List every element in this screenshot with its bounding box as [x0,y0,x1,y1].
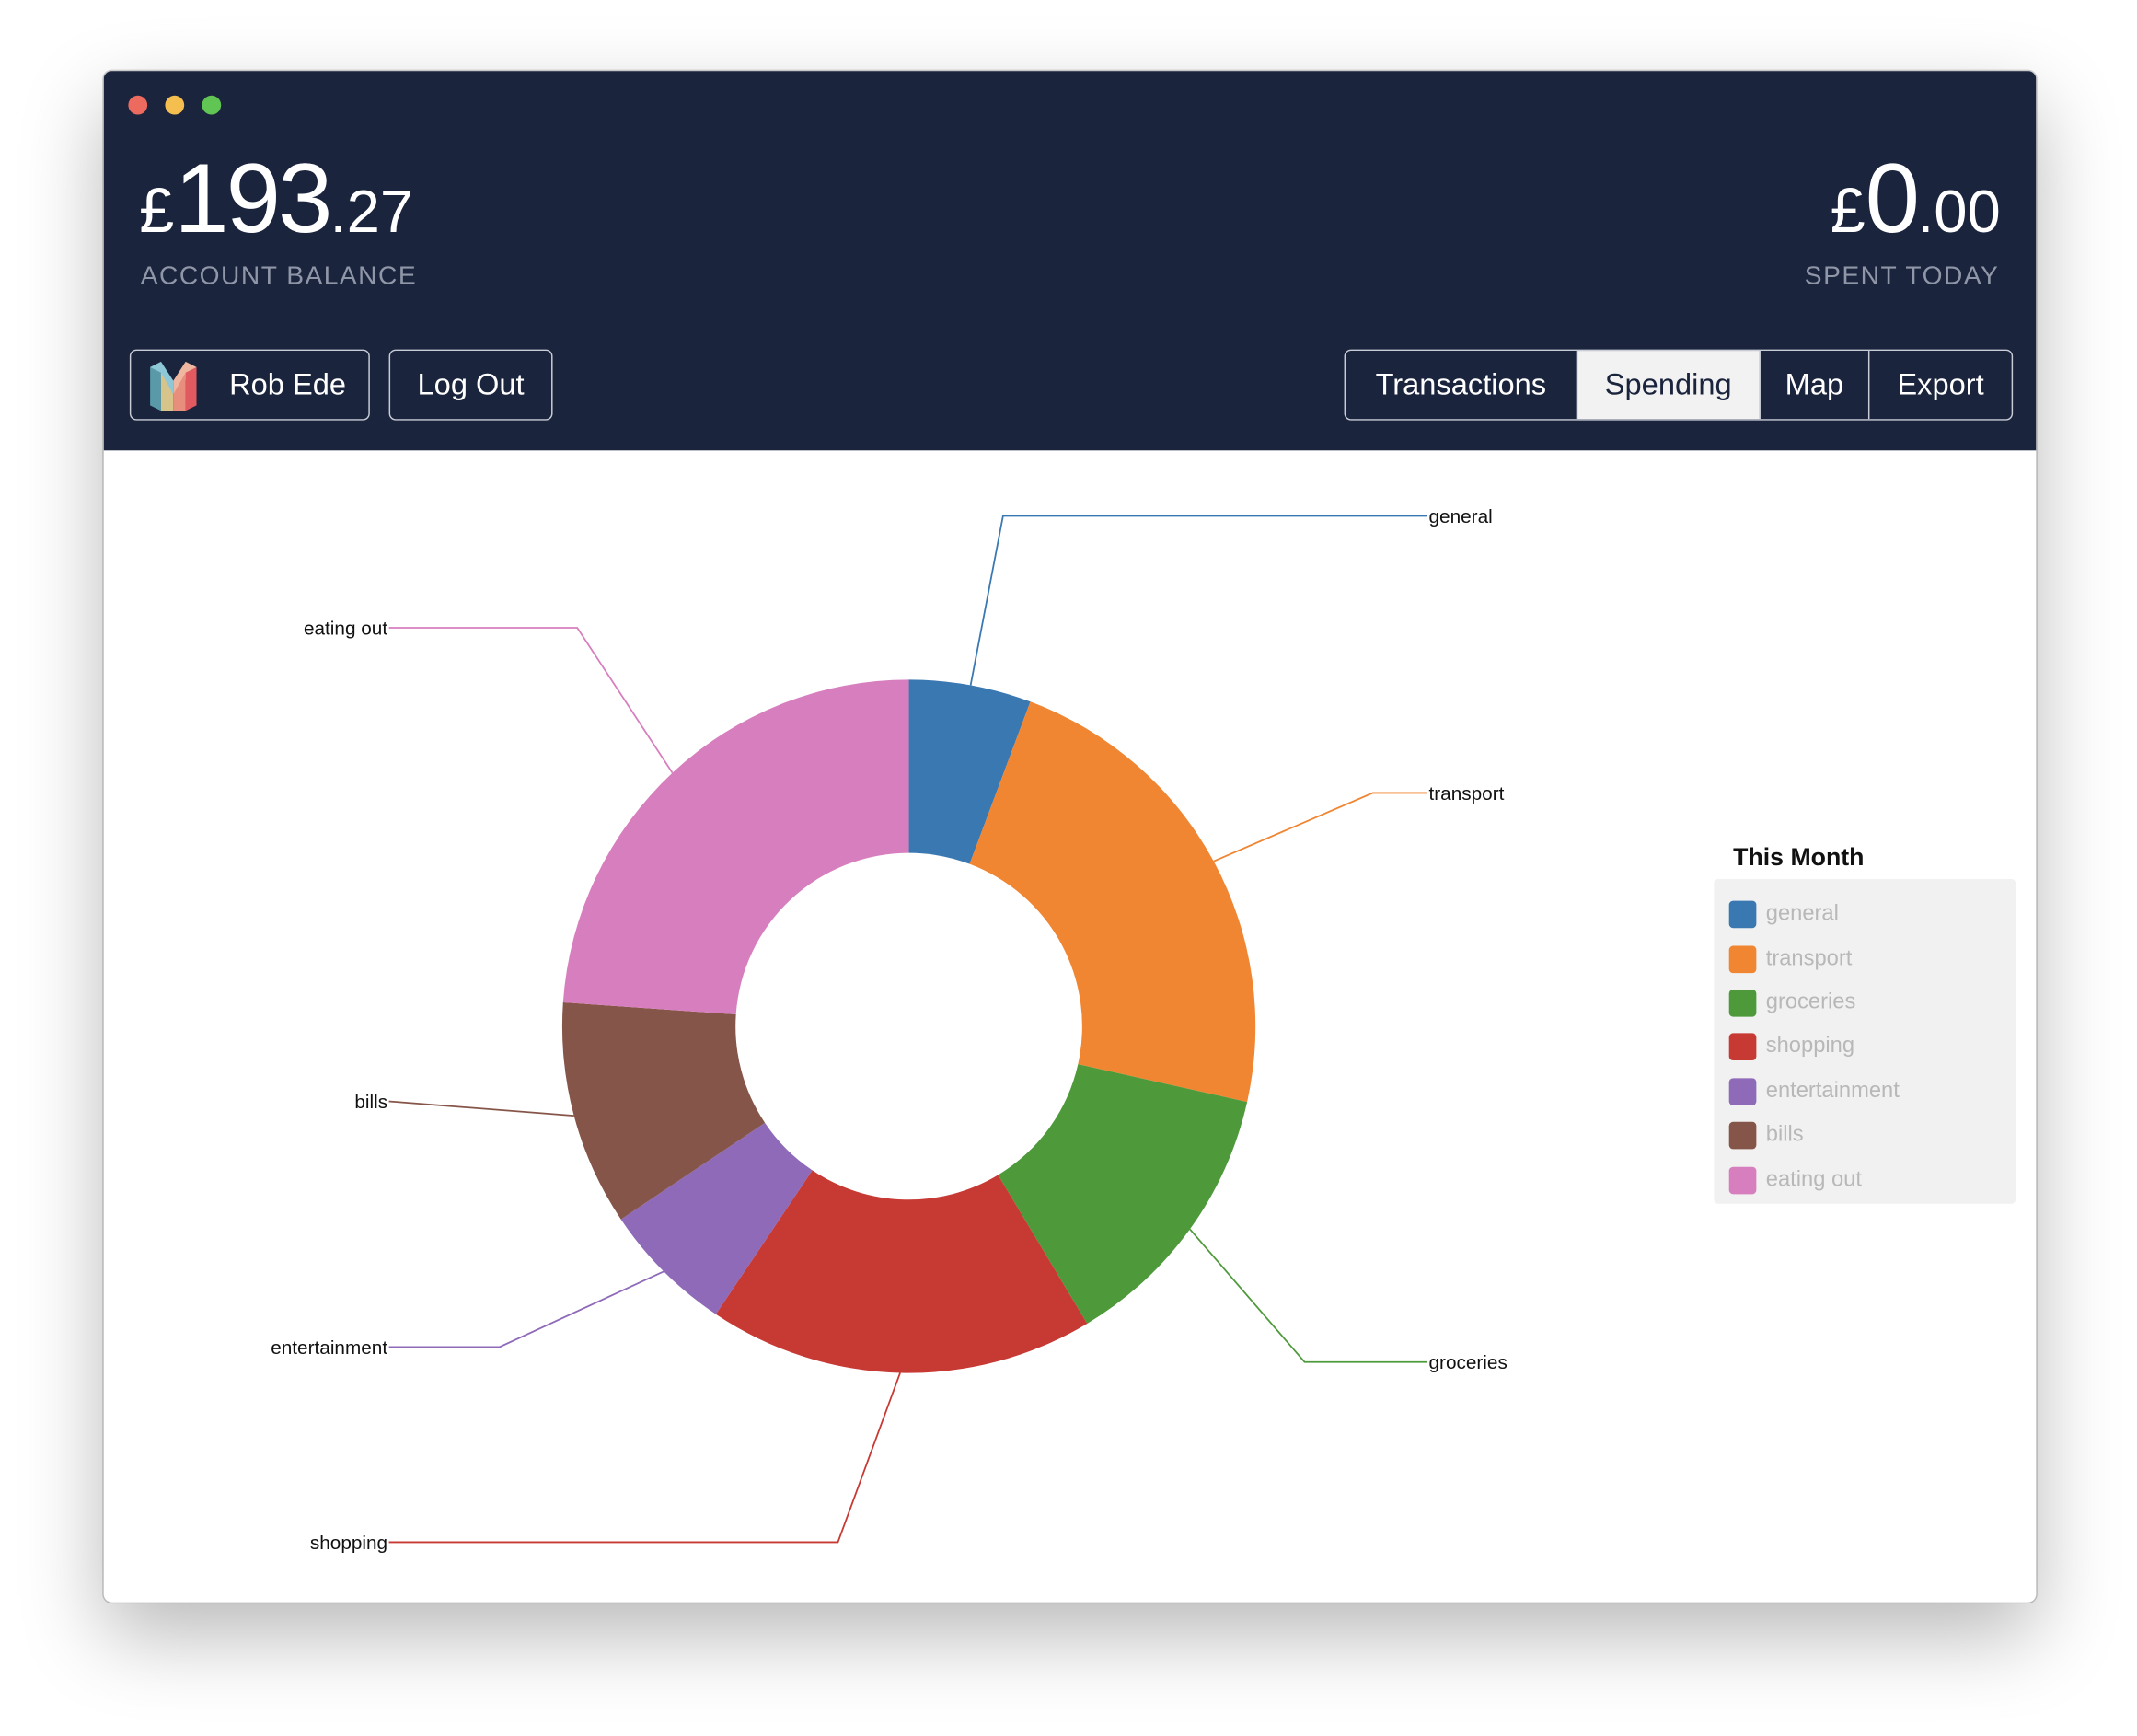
leader-line-entertainment [388,1270,664,1348]
leader-line-shopping [388,1372,901,1544]
legend-item-transport[interactable]: transport [1714,937,2016,981]
tab-spending[interactable]: Spending [1577,351,1761,420]
spending-donut-chart: general transport groceries shopping enterta… [271,506,1507,1554]
spent-currency: £ [1830,174,1866,246]
slice-label-groceries: groceries [1428,1352,1507,1373]
tab-map[interactable]: Map [1761,351,1870,420]
legend-label: general [1765,902,1839,926]
legend-label: shopping [1765,1035,1855,1059]
legend: general transport groceries shopping enterta… [1714,878,2016,1204]
tab-export[interactable]: Export [1897,366,1984,401]
maximize-window-button[interactable] [202,95,222,115]
donut-slice-entertainment[interactable] [620,1122,813,1314]
balance-whole: 193 [174,145,332,254]
log-out-button[interactable]: Log Out [388,349,553,421]
view-tabs: Transactions Spending Map Export [1344,349,2014,421]
legend-label: bills [1765,1123,1804,1147]
donut-slice-bills[interactable] [561,1001,766,1220]
tab-transactions[interactable]: Transactions [1346,351,1578,420]
account-balance-amount: £193.27 [139,150,413,249]
legend-item-general[interactable]: general [1714,893,2016,937]
legend-item-shopping[interactable]: shopping [1714,1025,2016,1070]
spent-today-caption: SPENT TODAY [1804,261,2000,291]
legend-label: transport [1765,946,1853,970]
app-window: £193.27 ACCOUNT BALANCE £0.00 SPENT TODA… [103,71,2037,1603]
slice-label-eating-out: eating out [304,618,387,639]
spending-chart-area: general transport groceries shopping enterta… [104,450,2037,1602]
user-profile-button[interactable]: Rob Ede [129,349,370,421]
account-balance-caption: ACCOUNT BALANCE [140,261,418,291]
legend-swatch [1728,1077,1757,1105]
leader-line-transport [1213,792,1428,862]
donut-slice-shopping[interactable] [715,1170,1088,1373]
minimize-window-button[interactable] [165,95,185,115]
slice-label-general: general [1428,506,1492,527]
balance-fraction: .27 [329,179,414,246]
donut-slice-groceries[interactable] [998,1064,1248,1324]
slice-label-entertainment: entertainment [271,1337,387,1359]
legend-swatch [1728,989,1757,1017]
slice-label-transport: transport [1428,783,1504,804]
legend-item-entertainment[interactable]: entertainment [1714,1070,2016,1114]
slice-label-shopping: shopping [310,1533,387,1554]
user-name: Rob Ede [229,366,347,401]
legend-swatch [1728,1166,1757,1194]
donut-slice-general[interactable] [908,679,1031,864]
balance-currency: £ [139,174,175,246]
spent-whole: 0 [1865,145,1920,254]
legend-swatch [1728,1033,1757,1061]
legend-label: eating out [1765,1167,1862,1191]
donut-slice-eating-out[interactable] [562,679,909,1014]
spent-today-amount: £0.00 [1831,150,2001,249]
legend-swatch [1728,900,1757,929]
leader-line-eating-out [388,627,674,774]
legend-label: entertainment [1765,1079,1900,1103]
close-window-button[interactable] [128,95,148,115]
leader-line-groceries [1189,1228,1428,1363]
legend-label: groceries [1765,990,1856,1014]
leader-line-bills [388,1100,574,1117]
legend-item-groceries[interactable]: groceries [1714,981,2016,1025]
spent-fraction: .00 [1917,179,2001,246]
legend-title: This Month [1733,843,1865,871]
header: £193.27 ACCOUNT BALANCE £0.00 SPENT TODA… [103,71,2037,451]
legend-swatch [1728,944,1757,973]
donut-slice-transport[interactable] [969,701,1256,1103]
slice-label-bills: bills [354,1092,387,1113]
legend-item-bills[interactable]: bills [1714,1114,2016,1158]
leader-line-general [969,515,1428,686]
monzo-logo-icon [150,361,197,411]
legend-item-eating-out[interactable]: eating out [1714,1158,2016,1202]
legend-swatch [1728,1121,1757,1150]
